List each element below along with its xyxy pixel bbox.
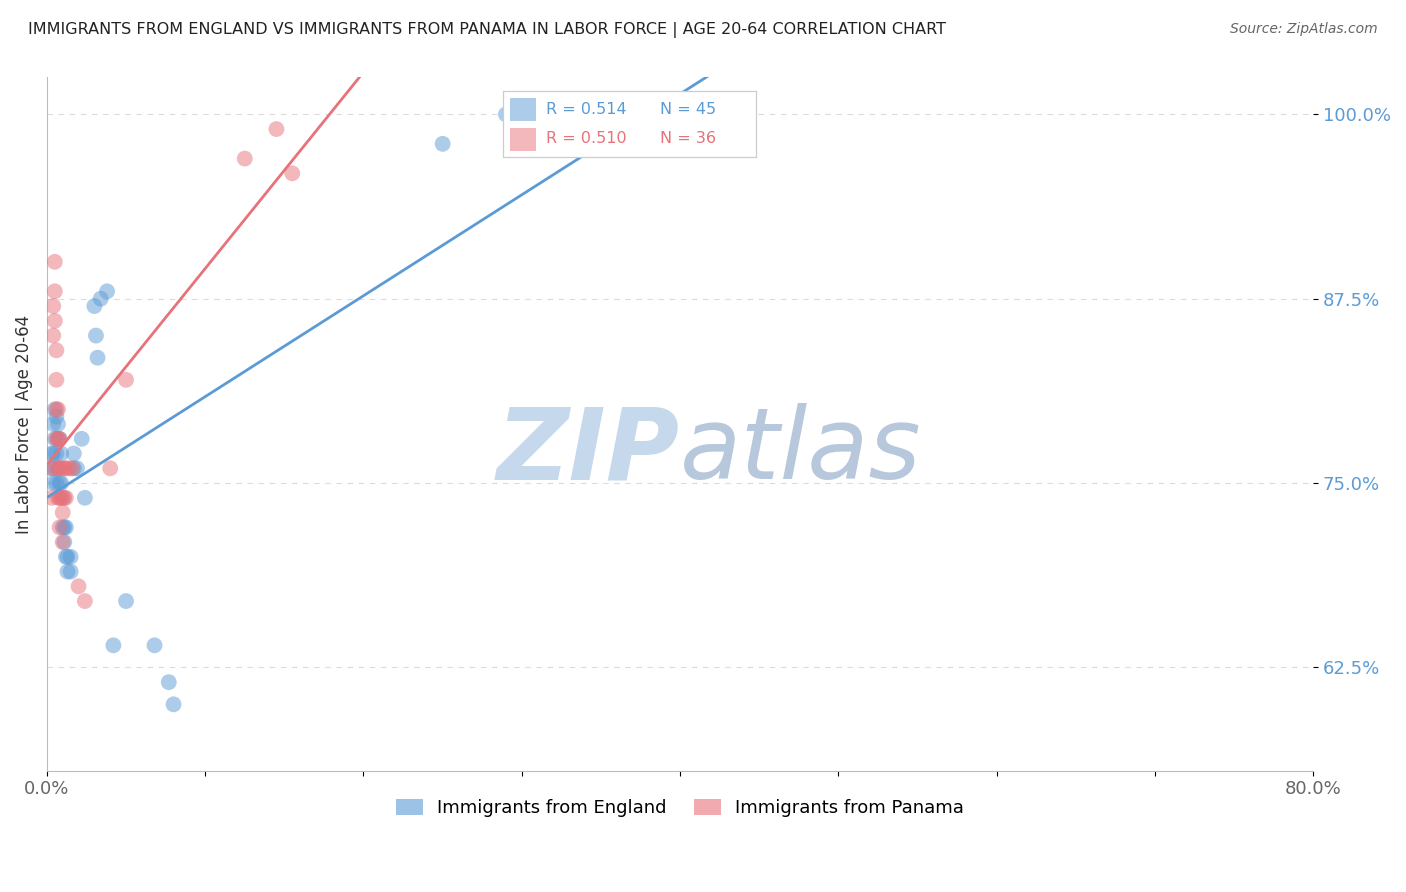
Point: [45, 409, 67, 424]
Point: [103, 638, 125, 652]
Point: [53, 535, 76, 549]
Point: [162, 698, 184, 712]
Point: [42, 299, 65, 313]
Point: [90, 292, 112, 306]
Point: [45, 402, 67, 417]
Point: [55, 491, 77, 505]
Point: [41, 461, 63, 475]
Point: [55, 549, 77, 564]
Point: [59, 549, 82, 564]
Y-axis label: In Labor Force | Age 20-64: In Labor Force | Age 20-64: [15, 315, 32, 533]
Point: [83, 299, 105, 313]
Point: [157, 675, 180, 690]
Point: [46, 432, 69, 446]
Point: [62, 461, 84, 475]
Point: [53, 491, 76, 505]
Point: [52, 506, 75, 520]
Point: [46, 461, 69, 475]
Point: [52, 520, 75, 534]
Point: [46, 432, 69, 446]
Text: ZIP: ZIP: [498, 403, 681, 500]
Point: [84, 328, 107, 343]
Point: [44, 432, 66, 446]
Point: [44, 461, 66, 475]
Point: [49, 491, 72, 505]
Point: [60, 461, 83, 475]
Point: [62, 446, 84, 460]
Point: [41, 461, 63, 475]
Point: [98, 461, 121, 475]
Point: [44, 314, 66, 328]
Point: [52, 535, 75, 549]
Point: [45, 446, 67, 460]
Point: [53, 520, 76, 534]
Point: [73, 491, 96, 505]
Point: [86, 351, 108, 365]
Point: [42, 328, 65, 343]
Point: [44, 285, 66, 299]
Point: [49, 476, 72, 491]
Point: [67, 579, 90, 593]
Point: [41, 491, 63, 505]
Point: [48, 520, 70, 534]
Point: [115, 594, 138, 608]
Point: [96, 285, 118, 299]
Point: [48, 432, 70, 446]
Point: [42, 446, 65, 460]
Point: [58, 461, 80, 475]
Point: [45, 476, 67, 491]
Point: [45, 432, 67, 446]
Point: [115, 373, 138, 387]
Point: [48, 432, 70, 446]
Text: atlas: atlas: [681, 403, 922, 500]
Point: [48, 461, 70, 475]
Point: [48, 476, 70, 491]
Point: [281, 166, 304, 180]
Point: [55, 520, 77, 534]
Point: [266, 122, 288, 136]
Point: [73, 594, 96, 608]
Point: [143, 638, 166, 652]
Point: [41, 446, 63, 460]
Point: [52, 491, 75, 505]
Point: [44, 402, 66, 417]
Point: [233, 152, 256, 166]
Point: [46, 491, 69, 505]
Point: [432, 136, 454, 151]
Text: IMMIGRANTS FROM ENGLAND VS IMMIGRANTS FROM PANAMA IN LABOR FORCE | AGE 20-64 COR: IMMIGRANTS FROM ENGLAND VS IMMIGRANTS FR…: [28, 22, 946, 38]
Point: [66, 461, 89, 475]
Point: [42, 476, 65, 491]
Point: [45, 343, 67, 358]
Point: [42, 417, 65, 431]
Point: [44, 255, 66, 269]
Text: Source: ZipAtlas.com: Source: ZipAtlas.com: [1230, 22, 1378, 37]
Point: [59, 565, 82, 579]
Point: [46, 417, 69, 431]
Point: [46, 402, 69, 417]
Point: [48, 491, 70, 505]
Point: [70, 432, 93, 446]
Point: [45, 373, 67, 387]
Point: [49, 446, 72, 460]
Point: [495, 107, 517, 121]
Legend: Immigrants from England, Immigrants from Panama: Immigrants from England, Immigrants from…: [388, 791, 972, 824]
Point: [53, 461, 76, 475]
Point: [56, 565, 79, 579]
Point: [49, 461, 72, 475]
Point: [46, 461, 69, 475]
Point: [56, 549, 79, 564]
Point: [55, 461, 77, 475]
